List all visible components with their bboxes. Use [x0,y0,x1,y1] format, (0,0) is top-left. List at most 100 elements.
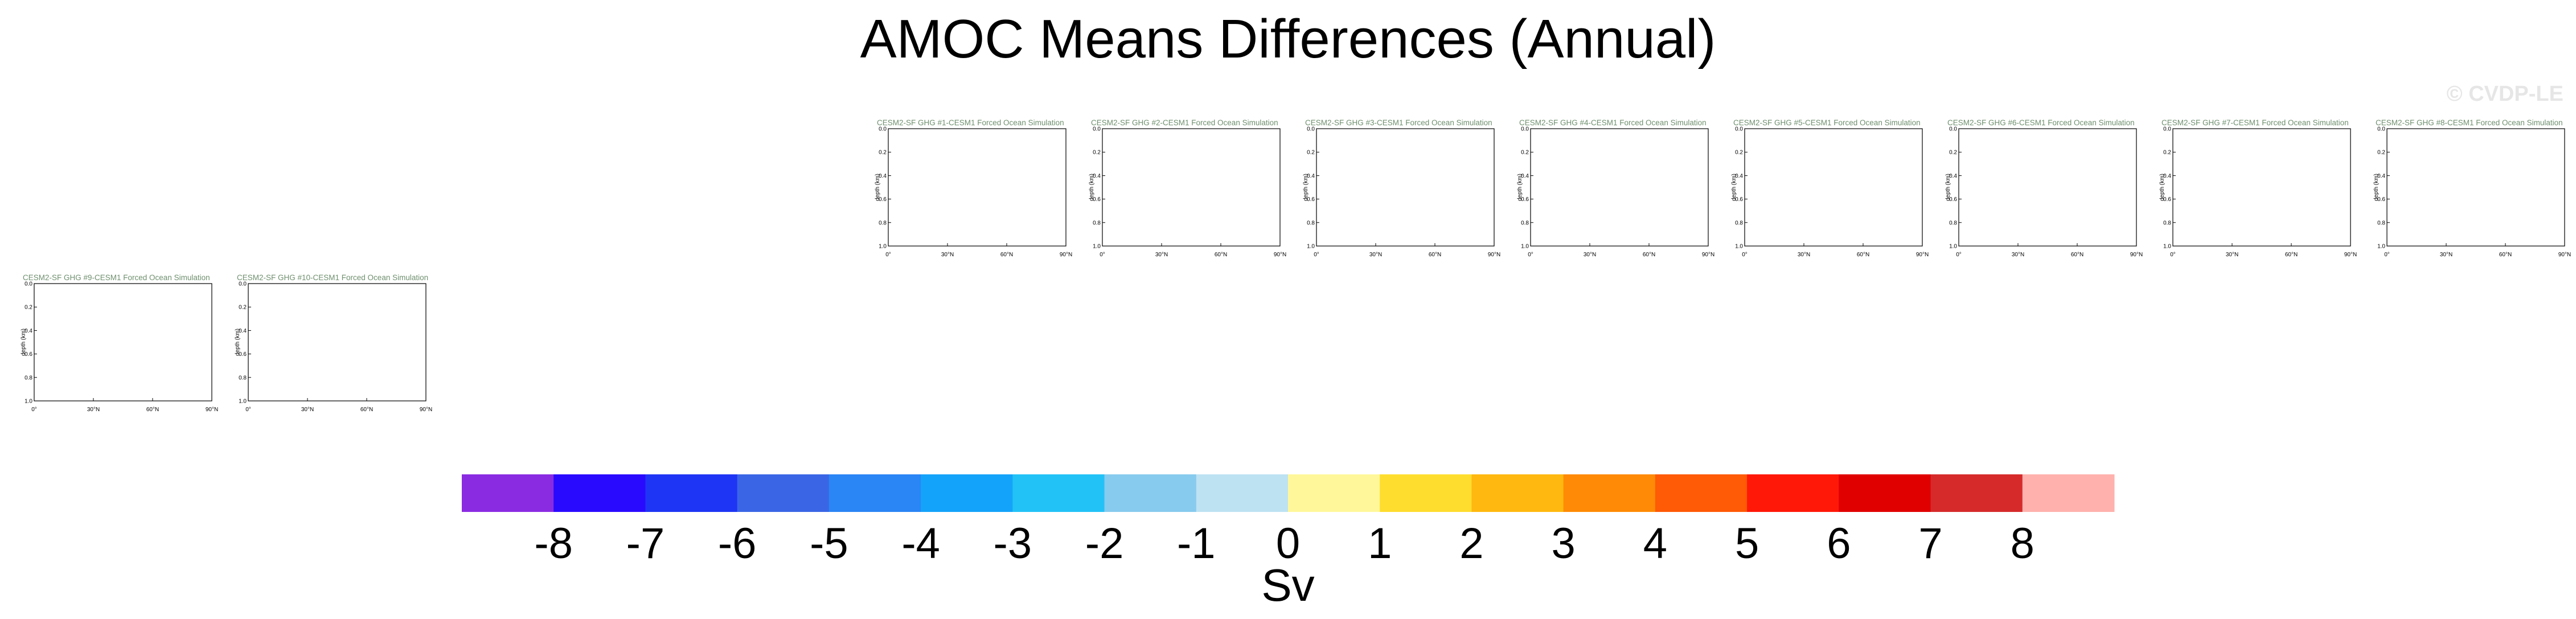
panel-plot: CESM2-SF GHG #2-CESM1 Forced Ocean Simul… [1089,118,1286,258]
y-tick-label: 0.0 [1093,126,1101,133]
colorbar-swatch [828,474,921,512]
colorbar-swatch [1196,474,1289,512]
x-tick-label: 0° [1528,252,1533,258]
y-tick-label: 0.4 [239,328,247,334]
panel-plot: CESM2-SF GHG #1-CESM1 Forced Ocean Simul… [875,118,1072,258]
plot-frame [1958,128,2137,247]
y-tick-label: 0.6 [239,351,247,358]
y-tick-label: 0.6 [1307,196,1315,203]
panel-plot: CESM2-SF GHG #10-CESM1 Forced Ocean Simu… [235,273,432,413]
y-axis-label: depth (km) [20,329,27,356]
y-tick-label: 0.2 [2377,150,2385,156]
colorbar-tick-label: 3 [1552,519,1576,568]
watermark: © CVDP-LE [2446,82,2563,106]
y-tick-label: 0.0 [24,281,32,288]
amoc-panel: CESM2-SF GHG #2-CESM1 Forced Ocean Simul… [1089,118,1296,289]
colorbar-tick-label: 6 [1827,519,1851,568]
panel-plot: CESM2-SF GHG #3-CESM1 Forced Ocean Simul… [1303,118,1500,258]
y-tick-label: 0.8 [24,375,32,381]
y-tick-label: 0.2 [879,150,887,156]
x-tick-label: 90°N [1702,252,1714,258]
y-axis-label: depth (km) [235,329,241,356]
y-tick-label: 0.2 [1307,150,1315,156]
colorbar-tick-label: 2 [1459,519,1483,568]
y-tick-label: 0.0 [1949,126,1957,133]
plot-frame [2172,128,2351,247]
panel-plot: CESM2-SF GHG #4-CESM1 Forced Ocean Simul… [1517,118,1714,258]
y-tick-label: 0.4 [1307,173,1315,179]
y-tick-label: 1.0 [1521,244,1529,250]
y-tick-label: 0.6 [1093,196,1101,203]
panel-title: CESM2-SF GHG #9-CESM1 Forced Ocean Simul… [23,273,210,282]
x-tick-label: 90°N [1488,252,1500,258]
colorbar-swatch [1655,474,1748,512]
panel-title: CESM2-SF GHG #6-CESM1 Forced Ocean Simul… [1947,118,2135,127]
colorbar-swatch [462,474,554,512]
y-axis-label: depth (km) [2159,174,2165,201]
y-tick-label: 0.6 [1949,196,1957,203]
y-tick-label: 1.0 [2163,244,2171,250]
colorbar-swatch [1380,474,1472,512]
colorbar-tick-label: -6 [718,519,757,568]
amoc-panel: CESM2-SF GHG #5-CESM1 Forced Ocean Simul… [1731,118,1938,289]
y-tick-label: 1.0 [1307,244,1315,250]
panel-title: CESM2-SF GHG #3-CESM1 Forced Ocean Simul… [1305,118,1492,127]
colorbar-swatch [1104,474,1197,512]
colorbar-swatch [1563,474,1656,512]
y-tick-label: 1.0 [239,399,247,405]
colorbar-tick-label: 7 [1918,519,1942,568]
plot-frame [2386,128,2565,247]
y-axis-label: depth (km) [1731,174,1737,201]
y-tick-label: 1.0 [2377,244,2385,250]
y-tick-label: 0.8 [879,220,887,226]
plot-frame [248,283,426,401]
panel-plot: CESM2-SF GHG #5-CESM1 Forced Ocean Simul… [1731,118,1929,258]
colorbar-tick-label: 5 [1735,519,1759,568]
panel-title: CESM2-SF GHG #2-CESM1 Forced Ocean Simul… [1091,118,1278,127]
y-tick-label: 0.6 [1735,196,1743,203]
x-tick-label: 30°N [301,407,314,413]
x-tick-label: 0° [31,407,37,413]
y-tick-label: 0.8 [1521,220,1529,226]
x-tick-label: 30°N [1584,252,1596,258]
colorbar-tick-label: 0 [1276,519,1300,568]
panel-plot: CESM2-SF GHG #9-CESM1 Forced Ocean Simul… [20,273,218,413]
y-tick-label: 0.8 [1307,220,1315,226]
x-tick-label: 60°N [1643,252,1655,258]
amoc-panel: CESM2-SF GHG #10-CESM1 Forced Ocean Simu… [235,273,442,444]
amoc-panel: CESM2-SF GHG #3-CESM1 Forced Ocean Simul… [1303,118,1510,289]
panel-title: CESM2-SF GHG #10-CESM1 Forced Ocean Simu… [237,273,428,282]
y-tick-label: 0.4 [879,173,887,179]
y-axis-label: depth (km) [1303,174,1309,201]
y-tick-label: 0.2 [239,305,247,311]
y-tick-label: 0.2 [1093,150,1101,156]
y-tick-label: 1.0 [1093,244,1101,250]
colorbar-tick-label: -7 [626,519,665,568]
colorbar-tick-label: 1 [1368,519,1392,568]
y-tick-label: 0.8 [2163,220,2171,226]
y-tick-label: 0.8 [239,375,247,381]
x-tick-label: 90°N [2558,252,2571,258]
y-tick-label: 0.6 [2377,196,2385,203]
y-tick-label: 0.4 [1949,173,1957,179]
x-tick-label: 60°N [146,407,159,413]
y-tick-label: 0.4 [24,328,32,334]
y-tick-label: 0.2 [1949,150,1957,156]
page-title: AMOC Means Differences (Annual) [860,9,1716,69]
amoc-panel: CESM2-SF GHG #8-CESM1 Forced Ocean Simul… [2373,118,2576,289]
amoc-panel: CESM2-SF GHG #9-CESM1 Forced Ocean Simul… [20,273,228,444]
colorbar-swatch [1012,474,1105,512]
panel-title: CESM2-SF GHG #4-CESM1 Forced Ocean Simul… [1519,118,1707,127]
amoc-panel: CESM2-SF GHG #7-CESM1 Forced Ocean Simul… [2159,118,2366,289]
y-tick-label: 0.0 [879,126,887,133]
amoc-panel: CESM2-SF GHG #4-CESM1 Forced Ocean Simul… [1517,118,1724,289]
amoc-panel: CESM2-SF GHG #6-CESM1 Forced Ocean Simul… [1945,118,2152,289]
colorbar-swatch [645,474,738,512]
y-axis-label: depth (km) [1517,174,1523,201]
x-tick-label: 0° [1742,252,1748,258]
colorbar-swatch [1930,474,2023,512]
x-tick-label: 0° [245,407,251,413]
x-tick-label: 90°N [2344,252,2357,258]
y-tick-label: 0.0 [1307,126,1315,133]
colorbar-tick-label: 4 [1643,519,1667,568]
